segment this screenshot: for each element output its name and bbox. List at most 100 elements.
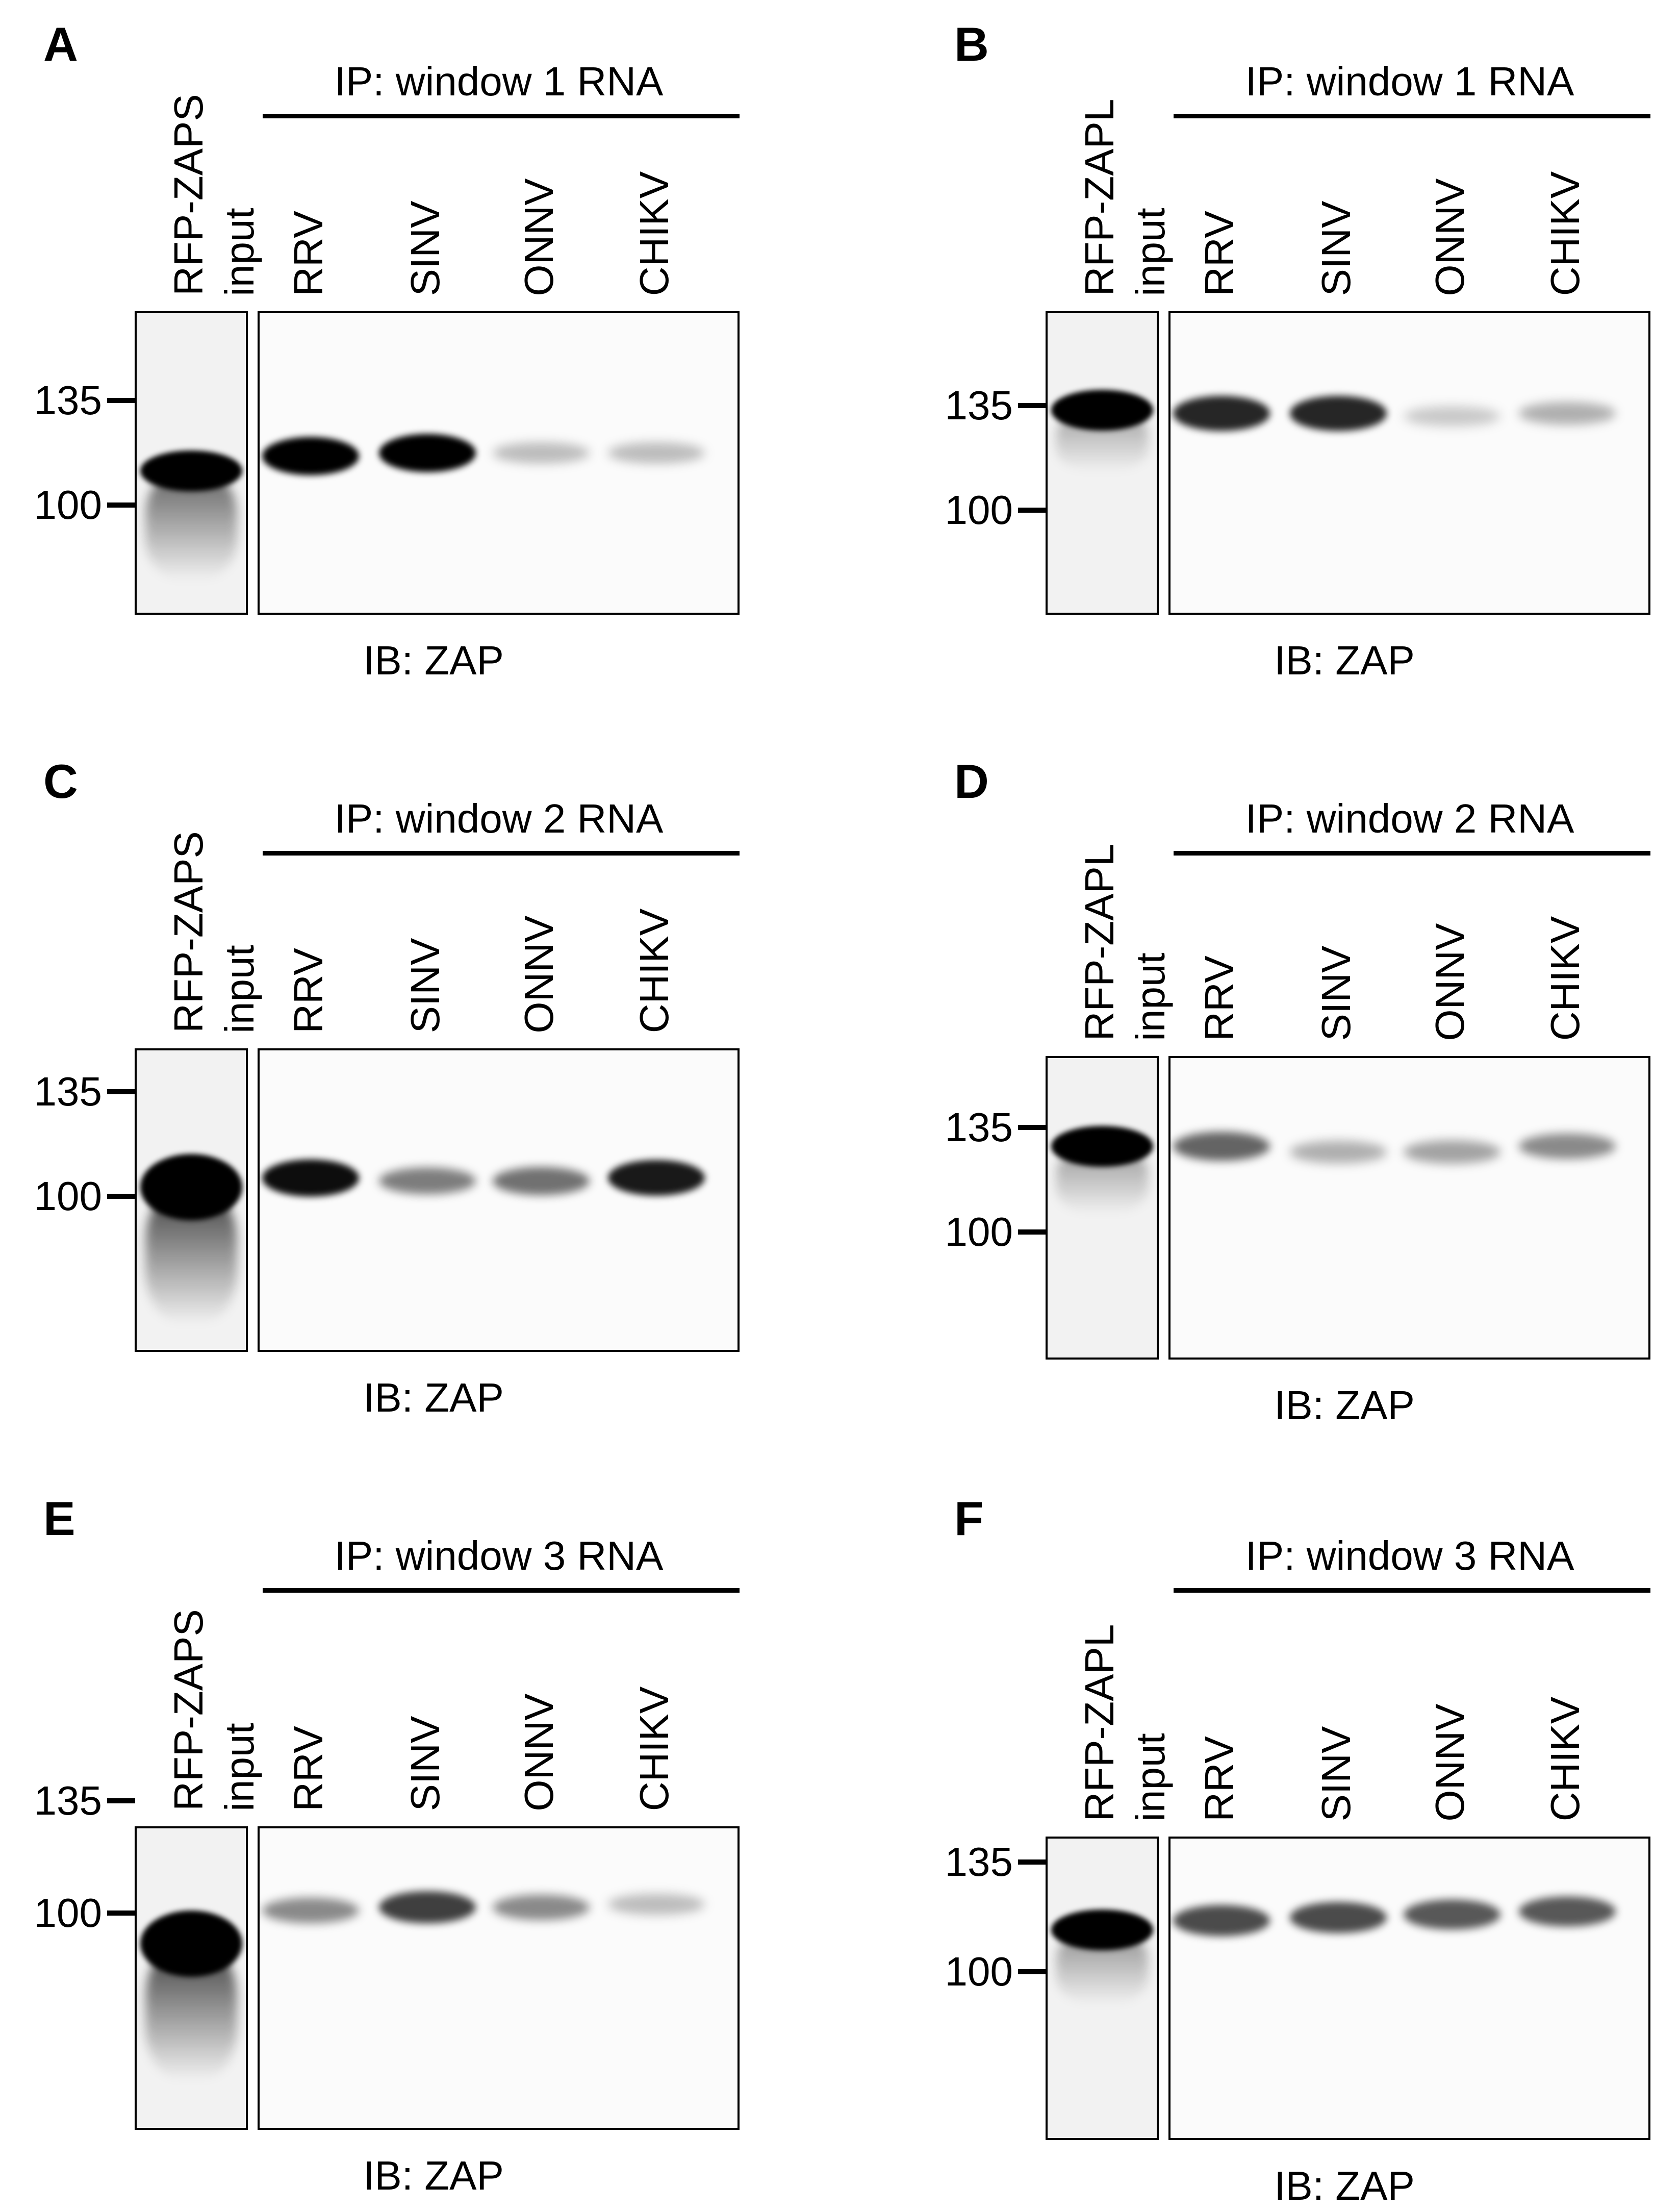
- mw-label-100: 100: [945, 1949, 1013, 1994]
- input-lane-box: [135, 311, 248, 615]
- input-band: [1051, 390, 1153, 431]
- ip-band-chikv: [1519, 1896, 1616, 1927]
- ip-lanes-box: [1168, 1056, 1650, 1360]
- ib-label: IB: ZAP: [363, 2153, 504, 2198]
- ip-band-onnv: [493, 1167, 590, 1195]
- blot-panel-f: F RFP-ZAPL input IP: window 3 RNA RRV SINV ONN…: [911, 1474, 1679, 2211]
- lane-label-rrv: RRV: [286, 210, 331, 296]
- lane-label-onnv: ONNV: [1427, 1703, 1472, 1822]
- panel-label: C: [43, 755, 78, 808]
- ip-band-chikv: [608, 442, 705, 464]
- ip-band-sinv: [379, 434, 476, 472]
- mw-label-135: 135: [945, 1839, 1013, 1884]
- input-sublabel: input: [217, 944, 262, 1034]
- input-sample-label: RFP-ZAPS: [166, 94, 211, 296]
- input-sublabel: input: [217, 207, 262, 296]
- blot-panel-e: E RFP-ZAPS input IP: window 3 RNA RRV SINV ONN…: [0, 1474, 840, 2211]
- input-sample-label: RFP-ZAPS: [166, 1609, 211, 1811]
- ip-title: IP: window 2 RNA: [1245, 796, 1574, 841]
- ip-title: IP: window 3 RNA: [1245, 1533, 1574, 1578]
- mw-tick-100: [107, 1194, 135, 1199]
- blot-panel-d: D RFP-ZAPL input IP: window 2 RNA RRV SINV ONN…: [911, 737, 1679, 1474]
- ip-lanes-box: [1168, 311, 1650, 615]
- ip-band-onnv: [1404, 1140, 1500, 1164]
- ip-lanes-box: [258, 1048, 740, 1352]
- mw-label-135: 135: [34, 1778, 102, 1823]
- lane-label-onnv: ONNV: [1427, 922, 1472, 1041]
- input-sublabel: input: [1128, 1732, 1173, 1822]
- ip-group-bar: [1174, 1588, 1650, 1593]
- ip-band-chikv: [608, 1160, 705, 1196]
- ib-label: IB: ZAP: [363, 1375, 504, 1420]
- panel-label: A: [43, 17, 78, 71]
- lane-label-rrv: RRV: [1197, 955, 1242, 1041]
- lane-label-chikv: CHIKV: [631, 171, 677, 296]
- lane-label-sinv: SINV: [402, 200, 448, 296]
- input-sample-label: RFP-ZAPL: [1077, 843, 1122, 1041]
- ip-band-chikv: [1519, 1133, 1616, 1159]
- ip-group-bar: [1174, 114, 1650, 118]
- mw-tick-100: [1018, 508, 1046, 513]
- lane-label-onnv: ONNV: [516, 1693, 562, 1812]
- ip-band-rrv: [262, 437, 359, 475]
- ip-band-onnv: [493, 1894, 590, 1920]
- ib-label: IB: ZAP: [363, 638, 504, 683]
- input-lane-box: [1046, 311, 1159, 615]
- panel-label: F: [954, 1492, 984, 1545]
- mw-tick-135: [107, 1089, 135, 1094]
- lane-label-chikv: CHIKV: [1542, 171, 1588, 296]
- lane-label-sinv: SINV: [1313, 945, 1359, 1041]
- input-band: [1051, 1909, 1153, 1950]
- mw-label-100: 100: [34, 1173, 102, 1219]
- lane-label-rrv: RRV: [1197, 210, 1242, 296]
- ip-lanes-box: [258, 311, 740, 615]
- ip-band-rrv: [262, 1897, 359, 1923]
- ib-label: IB: ZAP: [1274, 638, 1415, 683]
- ip-lanes-box: [1168, 1837, 1650, 2140]
- blot-panel-b: B RFP-ZAPL input IP: window 1 RNA RRV SINV ONN…: [911, 0, 1679, 737]
- lane-label-rrv: RRV: [1197, 1736, 1242, 1822]
- ip-band-sinv: [379, 1891, 476, 1924]
- lane-label-rrv: RRV: [286, 1725, 331, 1812]
- mw-tick-135: [1018, 1859, 1046, 1865]
- lane-label-chikv: CHIKV: [1542, 1696, 1588, 1821]
- lane-label-sinv: SINV: [1313, 1726, 1359, 1821]
- ip-band-rrv: [1173, 396, 1270, 431]
- ip-band-onnv: [493, 442, 590, 464]
- mw-tick-100: [1018, 1229, 1046, 1235]
- blot-panel-a: A RFP-ZAPS input IP: window 1 RNA RRV SINV ONN…: [0, 0, 840, 737]
- ip-band-rrv: [262, 1159, 359, 1197]
- input-sublabel: input: [1128, 952, 1173, 1041]
- ip-band-onnv: [1404, 1899, 1500, 1930]
- ip-band-sinv: [1290, 1901, 1387, 1933]
- lane-label-rrv: RRV: [286, 947, 331, 1034]
- mw-label-135: 135: [34, 378, 102, 423]
- input-sample-label: RFP-ZAPS: [166, 831, 211, 1033]
- mw-label-100: 100: [945, 487, 1013, 533]
- lane-label-chikv: CHIKV: [1542, 916, 1588, 1041]
- lane-label-onnv: ONNV: [516, 915, 562, 1034]
- ip-group-bar: [1174, 851, 1650, 856]
- ip-band-sinv: [379, 1167, 476, 1195]
- ib-label: IB: ZAP: [1274, 2163, 1415, 2208]
- input-sample-label: RFP-ZAPL: [1077, 1624, 1122, 1821]
- ip-band-sinv: [1290, 396, 1387, 431]
- ip-title: IP: window 1 RNA: [1245, 59, 1574, 104]
- mw-tick-135: [1018, 1125, 1046, 1130]
- mw-tick-135: [107, 398, 135, 403]
- ip-title: IP: window 3 RNA: [334, 1533, 664, 1578]
- lane-label-chikv: CHIKV: [631, 1686, 677, 1811]
- mw-tick-100: [1018, 1969, 1046, 1974]
- input-lane-box: [135, 1826, 248, 2130]
- ip-band-chikv: [608, 1894, 705, 1915]
- input-band: [140, 1911, 242, 1977]
- ip-group-bar: [263, 1588, 740, 1593]
- lane-label-sinv: SINV: [1313, 200, 1359, 296]
- panel-label: B: [954, 17, 989, 71]
- lane-label-sinv: SINV: [402, 938, 448, 1033]
- input-band: [140, 1153, 242, 1220]
- ip-title: IP: window 1 RNA: [334, 59, 664, 104]
- mw-tick-100: [107, 1911, 135, 1916]
- lane-label-chikv: CHIKV: [631, 908, 677, 1033]
